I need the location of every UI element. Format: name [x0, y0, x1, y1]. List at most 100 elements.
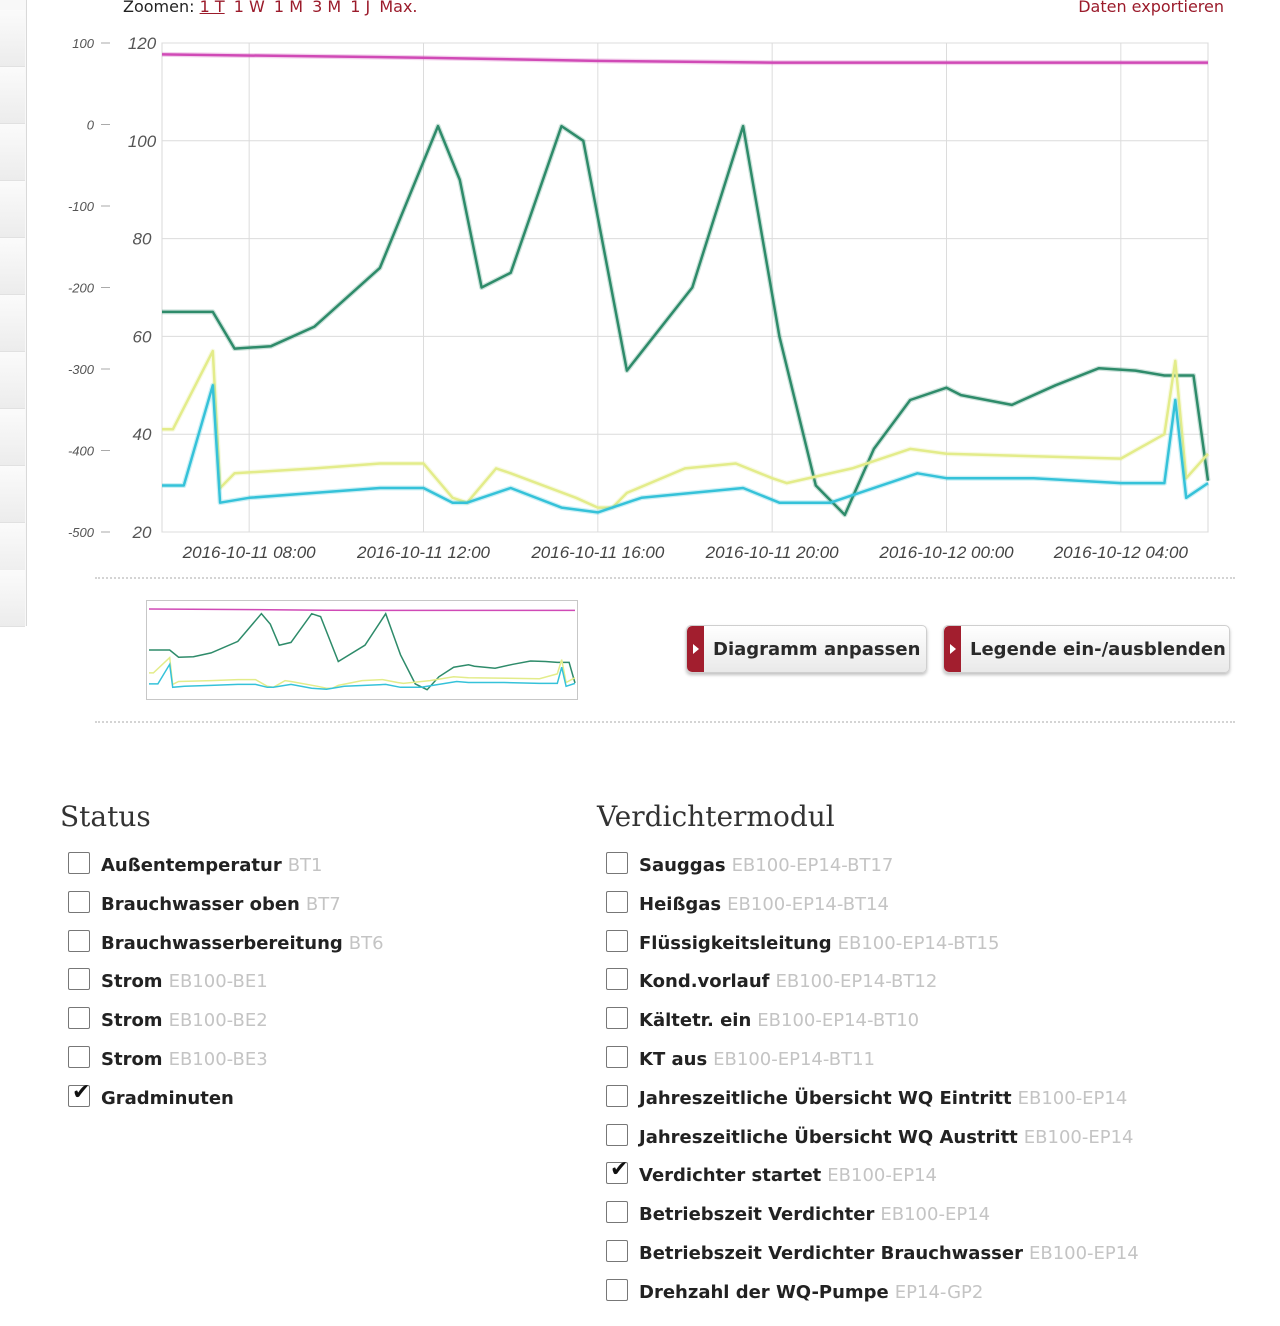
- checkbox[interactable]: [68, 1007, 90, 1030]
- checkbox[interactable]: [606, 968, 628, 991]
- y-tick-label: 80: [133, 230, 152, 249]
- sensor-code: EB100-EP14-BT10: [757, 1010, 920, 1032]
- checkbox-label: Brauchwasserbereitung BT6: [101, 932, 384, 954]
- checkbox-label: Drehzahl der WQ-Pumpe EP14-GP2: [639, 1281, 984, 1303]
- sidebar-tab[interactable]: [0, 238, 25, 295]
- zoom-option[interactable]: 1 W: [233, 0, 265, 16]
- zoom-option[interactable]: 1 J: [350, 0, 371, 16]
- sensor-code: EB100-EP14: [1028, 1243, 1139, 1264]
- sensor-code: EB100-EP14: [880, 1204, 991, 1226]
- sensor-code: EB100-EP14-BT15: [837, 932, 1000, 954]
- x-tick-label: 2016-10-11 12:00: [356, 543, 491, 562]
- checkbox[interactable]: [606, 1084, 628, 1107]
- series-line: [161, 53, 1208, 64]
- toggle-legend-label: Legende ein-/ausblenden: [970, 639, 1226, 660]
- sidebar-tab[interactable]: [0, 409, 25, 466]
- zoom-option[interactable]: Max.: [379, 0, 418, 16]
- checkmark-icon: ✔: [72, 1079, 91, 1105]
- sensor-code: EB100-BE3: [168, 1049, 268, 1070]
- checkbox[interactable]: [606, 890, 628, 913]
- sensor-code: EB100-EP14-BT14: [727, 893, 889, 915]
- navigator-series-line: [149, 662, 576, 690]
- checkbox[interactable]: [606, 1278, 628, 1301]
- plot-area: [161, 42, 1209, 533]
- checkbox[interactable]: [606, 1240, 628, 1262]
- checkbox-label: Strom EB100-BE1: [101, 971, 268, 993]
- customize-chart-button[interactable]: Diagramm anpassen: [686, 625, 927, 673]
- checkbox-label: Betriebszeit Verdichter EB100-EP14: [639, 1204, 991, 1226]
- checkbox[interactable]: [606, 1123, 628, 1146]
- secondary-y-tick-label: -500: [68, 525, 95, 540]
- secondary-y-tick-label: -200: [68, 281, 95, 296]
- checkbox-label: Strom EB100-BE3: [101, 1049, 268, 1070]
- arrow-right-icon: [944, 626, 961, 672]
- x-tick-label: 2016-10-11 08:00: [182, 543, 317, 562]
- checkmark-icon: ✔: [610, 1157, 629, 1183]
- checkbox-checked[interactable]: ✔: [68, 1080, 90, 1107]
- zoom-label: Zoomen:: [123, 0, 195, 16]
- sidebar-tab[interactable]: [0, 570, 25, 627]
- checkbox[interactable]: [606, 1201, 628, 1224]
- x-tick-label: 2016-10-11 20:00: [705, 543, 840, 562]
- zoom-option[interactable]: 1 M: [273, 0, 303, 16]
- sidebar-tab[interactable]: [0, 67, 25, 124]
- checkbox-label: Betriebszeit Verdichter Brauchwasser EB10…: [639, 1243, 1139, 1264]
- zoom-option[interactable]: 1 T: [199, 0, 225, 16]
- x-tick-label: 2016-10-11 16:00: [530, 543, 665, 562]
- checkbox-label: KT aus EB100-EP14-BT11: [639, 1049, 875, 1070]
- sensor-code: BT6: [348, 932, 384, 954]
- checkbox[interactable]: [68, 968, 90, 991]
- checkbox[interactable]: [606, 1046, 628, 1068]
- sensor-code: EB100-BE2: [168, 1010, 268, 1032]
- checkbox[interactable]: [606, 1007, 628, 1030]
- navigator-series-line: [149, 612, 576, 691]
- checkbox[interactable]: [68, 890, 90, 913]
- secondary-y-tick-label: -300: [68, 362, 95, 377]
- sidebar-tab[interactable]: [0, 295, 25, 352]
- main-chart[interactable]: 120 100 80 60 40 20 100 0 -100 -200 -300 -400 -500 20…: [0, 0, 1280, 580]
- y-tick-label: 20: [132, 523, 152, 542]
- checkbox[interactable]: [68, 929, 90, 952]
- sidebar-strip: [0, 0, 27, 627]
- sidebar-tab[interactable]: [0, 10, 25, 67]
- toggle-legend-button[interactable]: Legende ein-/ausblenden: [943, 625, 1230, 673]
- checkbox-label: Jahreszeitliche Übersicht WQ Austritt EB1…: [639, 1126, 1134, 1148]
- checkbox-label: Heißgas EB100-EP14-BT14: [639, 893, 889, 915]
- sensor-code: BT1: [287, 855, 323, 876]
- zoom-option[interactable]: 3 M: [312, 0, 342, 16]
- checkbox[interactable]: [606, 852, 628, 874]
- navigator-chart[interactable]: [146, 600, 578, 700]
- sensor-code: EB100-EP14: [1023, 1126, 1134, 1148]
- y-tick-label: 120: [128, 34, 157, 53]
- y-tick-label: 60: [133, 327, 152, 346]
- sensor-code: EB100-EP14: [1017, 1087, 1128, 1109]
- checkbox-label: Verdichter startet EB100-EP14: [639, 1165, 938, 1187]
- series-line: [162, 124, 1210, 517]
- export-data-link[interactable]: Daten exportieren: [1078, 0, 1224, 16]
- secondary-y-tick-label: 100: [72, 36, 94, 51]
- checkbox-label: Außentemperatur BT1: [101, 855, 323, 876]
- series-line: [162, 349, 1209, 509]
- checkbox[interactable]: [68, 1046, 90, 1068]
- sensor-code: EP14-GP2: [894, 1281, 984, 1303]
- sensor-code: EB100-EP14-BT12: [775, 971, 938, 993]
- checkbox-label: Flüssigkeitsleitung EB100-EP14-BT15: [639, 932, 1000, 954]
- checkbox-label: Kond.vorlauf EB100-EP14-BT12: [639, 971, 938, 993]
- status-section-title: Status: [60, 800, 151, 833]
- checkbox[interactable]: [68, 852, 90, 874]
- checkbox-label: Brauchwasser oben BT7: [101, 893, 341, 915]
- checkbox-label: Sauggas EB100-EP14-BT17: [639, 855, 894, 876]
- y-tick-label: 40: [133, 425, 152, 444]
- sidebar-tab[interactable]: [0, 181, 25, 238]
- checkbox[interactable]: [606, 929, 628, 952]
- checkbox-label: Strom EB100-BE2: [101, 1010, 268, 1032]
- sidebar-tab[interactable]: [0, 352, 25, 409]
- checkbox-checked[interactable]: ✔: [606, 1157, 628, 1185]
- zoom-bar: Zoomen: 1 T 1 W 1 M 3 M 1 J Max.: [123, 0, 422, 16]
- x-tick-label: 2016-10-12 00:00: [878, 543, 1014, 562]
- sidebar-tab[interactable]: [0, 466, 25, 523]
- secondary-y-tick-label: 0: [87, 118, 95, 133]
- sensor-code: EB100-EP14-BT11: [713, 1049, 875, 1070]
- sidebar-tab[interactable]: [0, 124, 25, 181]
- checkbox-label: Kältetr. ein EB100-EP14-BT10: [639, 1010, 920, 1032]
